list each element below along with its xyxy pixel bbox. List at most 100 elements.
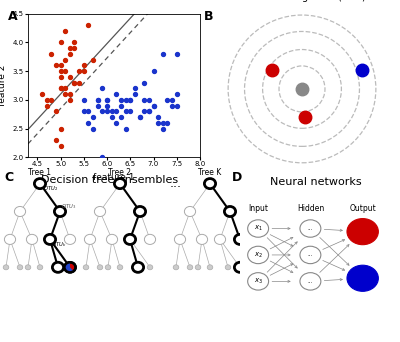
Text: $OTU_3$: $OTU_3$ [61, 202, 76, 211]
Y-axis label: feature 2: feature 2 [0, 65, 7, 106]
Point [132, 86, 138, 91]
Point [174, 103, 180, 108]
Text: D: D [232, 171, 242, 184]
Circle shape [300, 220, 321, 237]
Text: Neural networks: Neural networks [270, 177, 362, 187]
Point [127, 97, 134, 103]
Point [132, 91, 138, 97]
Circle shape [84, 234, 96, 245]
Point [67, 51, 73, 57]
Circle shape [132, 262, 144, 272]
Circle shape [106, 234, 118, 245]
Text: $OTU_k$: $OTU_k$ [51, 240, 66, 249]
Circle shape [64, 234, 76, 245]
Point [57, 86, 64, 91]
Point [57, 143, 64, 148]
Circle shape [14, 207, 26, 216]
Text: Input: Input [248, 205, 268, 213]
Point [155, 120, 161, 126]
Point [122, 126, 129, 131]
Point [164, 120, 171, 126]
Wedge shape [64, 262, 74, 272]
Point [122, 109, 129, 114]
Circle shape [26, 234, 38, 245]
Point [94, 103, 101, 108]
Point [113, 120, 120, 126]
Point [136, 114, 143, 120]
Point [80, 109, 87, 114]
Point [39, 91, 45, 97]
Circle shape [248, 220, 268, 237]
Text: $x_1$: $x_1$ [254, 224, 263, 233]
Text: ...: ... [170, 177, 182, 190]
Point [90, 114, 96, 120]
Circle shape [124, 234, 136, 245]
Point [113, 109, 120, 114]
Circle shape [187, 265, 193, 270]
Point [80, 97, 87, 103]
Point [146, 97, 152, 103]
Point [104, 103, 110, 108]
Point [118, 114, 124, 120]
Circle shape [248, 246, 268, 264]
Point [146, 109, 152, 114]
Point [90, 57, 96, 62]
X-axis label: feature 1: feature 1 [93, 173, 135, 182]
Point [76, 80, 82, 86]
Point [57, 86, 64, 91]
Point [62, 57, 68, 62]
Point [136, 114, 143, 120]
Point [57, 126, 64, 131]
Point [67, 97, 73, 103]
Point [127, 109, 134, 114]
Circle shape [64, 262, 76, 272]
Point [67, 91, 73, 97]
Point [67, 45, 73, 51]
Text: Hidden: Hidden [297, 205, 324, 213]
Point [85, 109, 92, 114]
Point [48, 97, 54, 103]
Point [80, 63, 87, 68]
Point [99, 109, 106, 114]
Point [53, 109, 59, 114]
Point [71, 45, 78, 51]
Circle shape [94, 207, 106, 216]
Point [150, 68, 157, 74]
Circle shape [144, 234, 156, 245]
Point [113, 91, 120, 97]
Circle shape [347, 265, 378, 291]
Text: Tree K: Tree K [198, 168, 222, 176]
Circle shape [248, 273, 268, 290]
Point [76, 68, 82, 74]
Circle shape [114, 179, 126, 189]
Circle shape [207, 265, 213, 270]
Point [146, 109, 152, 114]
Circle shape [117, 265, 123, 270]
Text: Tree 2: Tree 2 [108, 168, 132, 176]
Text: $x_2$: $x_2$ [254, 250, 263, 260]
Point [71, 80, 78, 86]
Text: $x_3$: $x_3$ [254, 277, 263, 286]
Circle shape [196, 234, 208, 245]
Circle shape [4, 234, 16, 245]
Point [94, 97, 101, 103]
Text: A: A [8, 10, 18, 23]
Point [141, 97, 148, 103]
Point [122, 97, 129, 103]
Text: B: B [204, 10, 214, 23]
Point [104, 97, 110, 103]
Text: Tree 1: Tree 1 [28, 168, 52, 176]
Point [118, 103, 124, 108]
Text: $k$-nearest neighbors ($k$=3): $k$-nearest neighbors ($k$=3) [237, 0, 367, 3]
Point [62, 91, 68, 97]
Circle shape [34, 179, 46, 189]
Circle shape [347, 219, 378, 245]
Point [174, 91, 180, 97]
Circle shape [17, 265, 23, 270]
Point [85, 23, 92, 28]
Point [104, 97, 110, 103]
Circle shape [54, 207, 66, 216]
Point [127, 97, 134, 103]
Text: ...: ... [308, 252, 313, 258]
Point [62, 86, 68, 91]
